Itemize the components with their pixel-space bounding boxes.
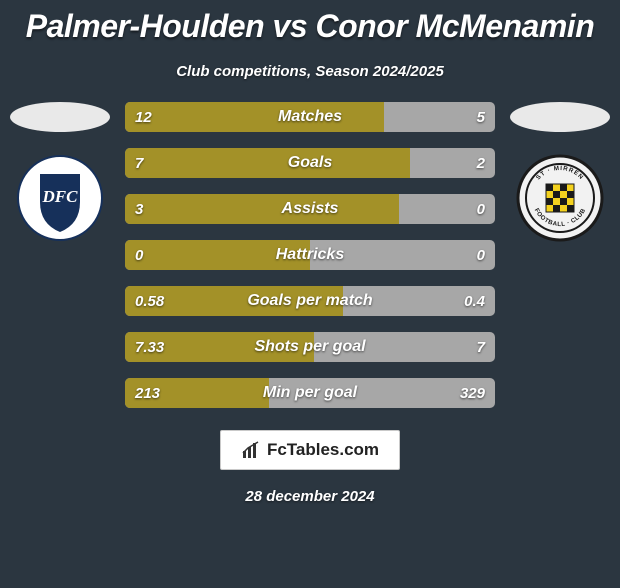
- stat-value-right: 2: [477, 148, 485, 178]
- left-player-photo-placeholder: [10, 102, 110, 132]
- stat-label: Goals: [125, 148, 495, 178]
- stat-label: Matches: [125, 102, 495, 132]
- stat-value-right: 7: [477, 332, 485, 362]
- stat-row: 12Matches5: [125, 102, 495, 132]
- logo-text: FcTables.com: [267, 440, 379, 460]
- right-player-column: ST · MIRREN FOOTBALL · CLUB: [500, 102, 620, 242]
- stat-value-right: 329: [460, 378, 485, 408]
- st-mirren-fc-badge: ST · MIRREN FOOTBALL · CLUB: [516, 154, 604, 242]
- subtitle: Club competitions, Season 2024/2025: [0, 63, 620, 80]
- fctables-logo: FcTables.com: [220, 430, 400, 470]
- stat-row: 0Hattricks0: [125, 240, 495, 270]
- comparison-content: DFC ST · MIRREN FOOTBALL · CLUB: [0, 102, 620, 408]
- dundee-fc-badge: DFC: [16, 154, 104, 242]
- stat-row: 3Assists0: [125, 194, 495, 224]
- svg-text:DFC: DFC: [42, 187, 79, 206]
- stat-value-right: 0: [477, 194, 485, 224]
- stat-row: 7.33Shots per goal7: [125, 332, 495, 362]
- stat-row: 213Min per goal329: [125, 378, 495, 408]
- footer-date: 28 december 2024: [0, 488, 620, 505]
- stat-label: Shots per goal: [125, 332, 495, 362]
- stat-value-right: 0.4: [464, 286, 485, 316]
- stat-label: Goals per match: [125, 286, 495, 316]
- stat-label: Min per goal: [125, 378, 495, 408]
- stat-label: Hattricks: [125, 240, 495, 270]
- page-title: Palmer-Houlden vs Conor McMenamin: [0, 8, 620, 45]
- stat-value-right: 0: [477, 240, 485, 270]
- right-player-photo-placeholder: [510, 102, 610, 132]
- stat-label: Assists: [125, 194, 495, 224]
- stat-row: 0.58Goals per match0.4: [125, 286, 495, 316]
- left-player-column: DFC: [0, 102, 120, 242]
- stat-value-right: 5: [477, 102, 485, 132]
- chart-icon: [241, 439, 263, 461]
- comparison-bars: 12Matches57Goals23Assists00Hattricks00.5…: [125, 102, 495, 408]
- stat-row: 7Goals2: [125, 148, 495, 178]
